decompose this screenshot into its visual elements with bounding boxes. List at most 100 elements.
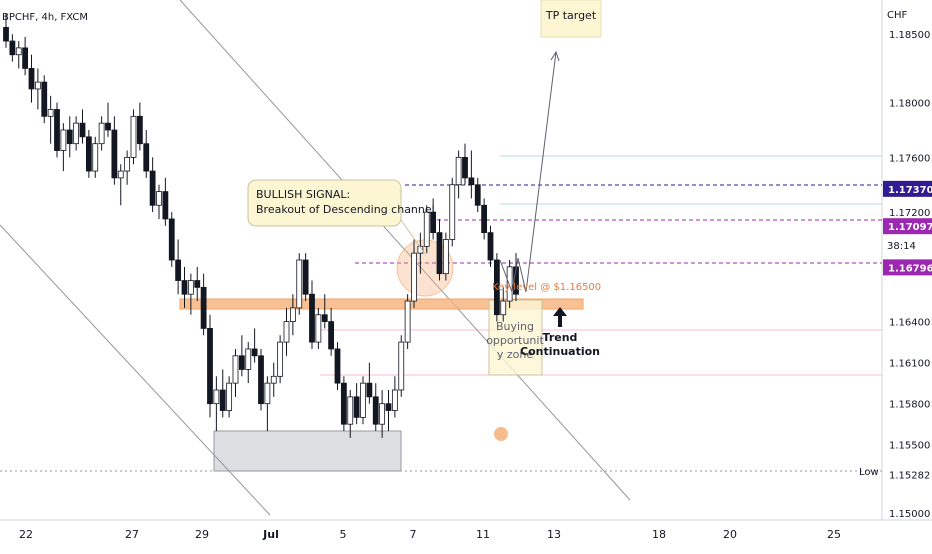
candle-body [270,375,277,384]
price-tick: 1.15000 [889,509,930,520]
candle [105,102,111,137]
countdown-label: 38:14 [887,241,916,252]
candle [41,75,48,124]
candle [9,34,16,62]
price-label-box [883,218,932,235]
candle [3,13,9,48]
key-level-label: Key level @ $1.16500 [492,282,601,293]
buying-zone-line2: opportunit [486,334,544,347]
candle [360,376,366,425]
candle-body [411,252,417,302]
candle [347,390,354,438]
candle [430,198,437,240]
candle-body [296,259,303,309]
time-tick: 11 [476,528,490,541]
key-level-band [179,298,584,310]
price-label: 1.16796 [888,263,932,274]
candle [283,307,290,356]
time-tick: 18 [652,528,666,541]
price-label: 1.15282 [889,471,930,482]
candle [404,294,411,349]
candle [226,376,233,418]
low-label: Low [859,467,879,478]
candle [28,54,35,103]
symbol-label: BPCHF, 4h, FXCM [2,12,88,23]
candle [500,287,507,322]
candle-body [54,109,60,151]
projection-arrowhead [550,50,560,62]
candle-body [143,143,150,172]
price-label-box [883,180,932,197]
candle [238,335,245,377]
candle [187,273,194,315]
candle-body [156,191,162,206]
price-label-box [883,259,932,276]
candle [417,232,424,274]
candle [124,150,131,185]
candle-body [493,259,500,316]
candle-body [315,314,322,343]
candle-body [219,389,226,411]
candle [117,164,124,206]
candle-body [34,81,41,90]
trend-arrow-icon [553,307,567,327]
price-ticks: 1.18500 1.18000 1.17600 1.17200 1.16400 1.161… [889,30,930,520]
candle [455,150,462,199]
candle-body [487,232,494,261]
candle [493,253,500,322]
candle [219,369,226,418]
tp-target-note[interactable] [540,0,602,38]
candle-body [15,47,22,56]
candle-body [347,396,354,425]
candle-body [302,259,309,295]
candle [264,376,271,432]
candle [462,143,468,185]
candle [207,314,213,418]
time-tick: 22 [19,528,33,541]
candle-body [455,156,462,186]
candle-body [187,280,194,295]
candle [73,116,80,151]
candle-body [181,280,188,295]
candle-body [175,259,182,281]
candle-body [111,129,118,179]
candle [149,157,156,213]
candle [270,362,277,397]
candle-body [232,355,239,384]
candle [200,273,207,336]
candle [315,307,322,349]
candle-body [238,355,245,370]
candle-body [92,143,99,172]
candle [353,383,360,425]
candle [391,376,398,418]
candle-body [22,47,29,69]
candle-body [385,403,392,411]
candle-body [474,184,481,206]
candle [245,342,252,384]
candle [143,130,150,178]
candle-body [79,122,86,138]
candle-body [283,321,290,343]
time-ticks: 22 27 29 Jul 5 7 11 13 18 20 25 [19,528,841,541]
candle [168,212,175,267]
candle-body [481,204,488,234]
candle [328,307,335,356]
time-tick: 13 [547,528,561,541]
candle [22,36,29,76]
candle-body [66,129,73,145]
candle [156,184,162,219]
candle-body [423,211,430,247]
currency-label: CHF [887,10,908,21]
candle [277,335,284,384]
projection-path [499,51,557,294]
candle-body [289,307,296,322]
price-tick: 1.15800 [889,400,930,411]
candle [481,198,488,240]
candle-body [462,156,468,179]
candle-body [168,218,175,261]
channel-lower-line [0,224,271,516]
buying-zone-line3: y zone [497,348,533,361]
bullish-signal-note[interactable] [247,179,402,227]
candle [194,266,201,302]
